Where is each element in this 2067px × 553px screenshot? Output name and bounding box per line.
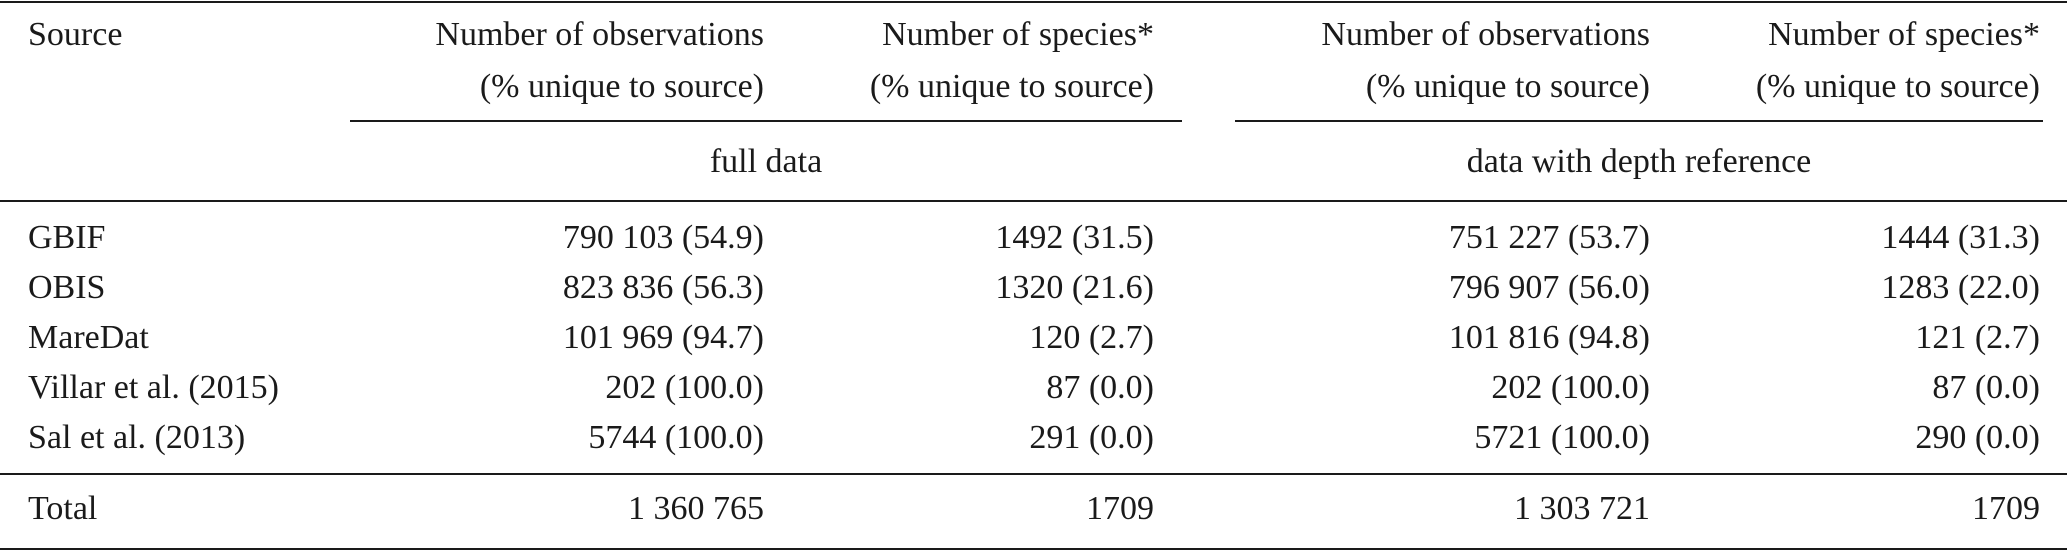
header-obs-full-line2: (% unique to source) [479,68,764,105]
table-cell-obs-full: 823 836 (56.3) [562,269,764,306]
table-cell-obs-depth: 5721 (100.0) [1474,419,1650,456]
group-label-depth: data with depth reference [1466,143,1812,180]
table-cell-sp-depth: 290 (0.0) [1915,419,2040,456]
table-cell-sp-full: 87 (0.0) [1046,369,1154,406]
top-rule [0,1,2067,3]
header-sp-full-line1: Number of species* [882,16,1154,53]
bottom-rule [0,548,2067,550]
header-sp-full-line2: (% unique to source) [869,68,1154,105]
table-cell-sp-full: 1320 (21.6) [995,269,1154,306]
table-cell-obs-depth: 796 907 (56.0) [1448,269,1650,306]
total-sp-depth: 1709 [1972,490,2040,527]
table-cell-obs-full: 101 969 (94.7) [562,319,764,356]
total-obs-full: 1 360 765 [628,490,764,527]
group-rule-full [350,120,1182,122]
table-cell-sp-depth: 121 (2.7) [1915,319,2040,356]
table-cell-sp-full: 120 (2.7) [1029,319,1154,356]
group-rule-depth [1235,120,2043,122]
table-cell-obs-depth: 751 227 (53.7) [1448,219,1650,256]
table-cell-sp-depth: 1444 (31.3) [1881,219,2040,256]
header-obs-full-line1: Number of observations [435,16,764,53]
header-source: Source [28,16,123,53]
total-sp-full: 1709 [1086,490,1154,527]
table-cell-sp-depth: 1283 (22.0) [1881,269,2040,306]
table-cell-source: MareDat [28,319,149,356]
table-cell-source: OBIS [28,269,106,306]
table-cell-sp-full: 291 (0.0) [1029,419,1154,456]
total-rule [0,473,2067,475]
header-sp-depth-line1: Number of species* [1768,16,2040,53]
header-obs-depth-line1: Number of observations [1321,16,1650,53]
header-obs-depth-line2: (% unique to source) [1365,68,1650,105]
table-cell-sp-depth: 87 (0.0) [1932,369,2040,406]
total-obs-depth: 1 303 721 [1514,490,1650,527]
table-cell-obs-depth: 101 816 (94.8) [1448,319,1650,356]
table-cell-obs-depth: 202 (100.0) [1491,369,1650,406]
table-cell-source: Sal et al. (2013) [28,419,246,456]
table-cell-source: Villar et al. (2015) [28,369,279,406]
table-cell-source: GBIF [28,219,106,256]
total-source: Total [28,490,98,527]
header-sp-depth-line2: (% unique to source) [1755,68,2040,105]
table-cell-obs-full: 202 (100.0) [605,369,764,406]
header-bottom-rule [0,200,2067,202]
table-cell-obs-full: 790 103 (54.9) [562,219,764,256]
group-label-full: full data [709,143,823,180]
table-cell-obs-full: 5744 (100.0) [588,419,764,456]
table-cell-sp-full: 1492 (31.5) [995,219,1154,256]
